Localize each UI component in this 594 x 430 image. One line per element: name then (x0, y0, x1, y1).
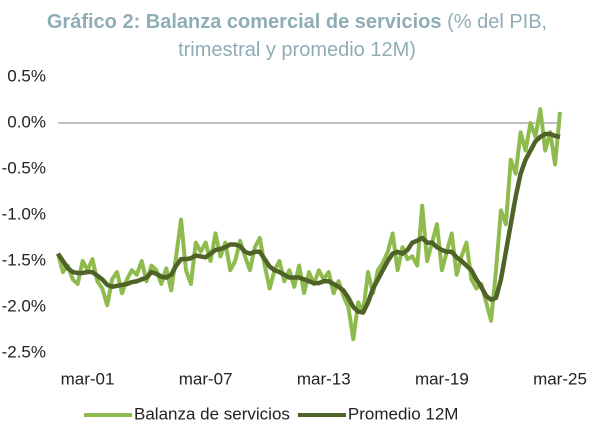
chart-title-block: Gráfico 2: Balanza comercial de servicio… (20, 8, 574, 64)
y-tick-label: 0.5% (7, 66, 46, 85)
y-tick-label: -2.0% (2, 296, 46, 315)
x-tick-label: mar-13 (297, 369, 351, 388)
x-tick-label: mar-25 (533, 369, 587, 388)
series-line (56, 107, 562, 342)
x-tick-label: mar-19 (415, 369, 469, 388)
chart-subtitle: (% del PIB, trimestral y promedio 12M) (178, 11, 548, 61)
legend-label: Balanza de servicios (134, 404, 290, 423)
y-tick-label: -0.5% (2, 158, 46, 177)
y-tick-label: 0.0% (7, 112, 46, 131)
y-tick-label: -1.5% (2, 250, 46, 269)
x-tick-label: mar-07 (179, 369, 233, 388)
legend-label: Promedio 12M (348, 404, 459, 423)
chart-title: Gráfico 2: Balanza comercial de servicio… (46, 11, 442, 33)
y-tick-label: -2.5% (2, 342, 46, 361)
x-tick-label: mar-01 (61, 369, 115, 388)
series-line (56, 131, 561, 315)
y-tick-label: -1.0% (2, 204, 46, 223)
